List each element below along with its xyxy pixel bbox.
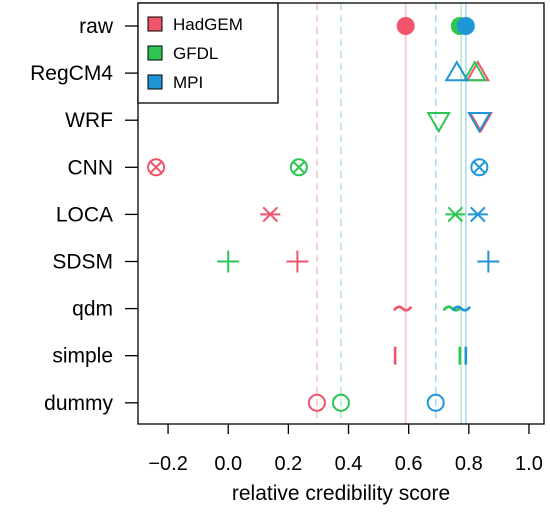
marker-mpi-wrf: [467, 112, 492, 134]
y-tick-label-loca: LOCA: [56, 203, 113, 226]
marker-hadgem-raw: [396, 17, 415, 35]
marker-mpi-sdsm: [477, 250, 500, 273]
marker-gfdl-sdsm: [217, 250, 240, 273]
x-tick-label: 0.2: [274, 453, 302, 475]
x-axis-title: relative credibility score: [232, 482, 450, 505]
legend-entry-gfdl: GFDL: [147, 44, 218, 63]
marker-shape: [393, 305, 412, 312]
legend-swatch: [147, 45, 163, 61]
marker-shape: [470, 158, 489, 177]
marker-stroke: [262, 206, 279, 223]
x-tick-label: 1.0: [515, 453, 543, 475]
marker-gfdl-wrf: [426, 112, 451, 134]
marker-shape: [444, 60, 469, 82]
marker-stroke: [149, 160, 163, 174]
legend-entries: HadGEM GFDL MPI: [147, 15, 243, 92]
marker-stroke: [447, 206, 464, 223]
plot-frame: [137, 2, 545, 425]
marker-stroke: [470, 206, 486, 223]
marker-shape: [426, 112, 451, 134]
x-tick-label: −0.2: [148, 453, 187, 475]
y-tick-label-dummy: dummy: [44, 392, 113, 415]
marker-shape: [426, 393, 445, 412]
marker-shape: [332, 393, 350, 412]
marker-shape: [147, 158, 166, 177]
marker-shape: [307, 393, 326, 412]
x-tick-label: 0.0: [214, 453, 242, 475]
marker-hadgem-sdsm: [286, 250, 309, 273]
x-tick-label: 0.4: [335, 453, 363, 475]
marker-hadgem-cnn: [147, 158, 166, 177]
marker-hadgem-loca: [260, 206, 281, 223]
marker-shape: [456, 17, 475, 35]
y-tick-label-qdm: qdm: [72, 298, 113, 321]
marker-gfdl-loca: [445, 206, 466, 223]
y-tick-label-raw: raw: [79, 15, 114, 38]
legend-label: GFDL: [173, 44, 218, 63]
x-tick-label: 0.6: [395, 453, 423, 475]
marker-mpi-loca: [467, 206, 488, 223]
marker-hadgem-dummy: [307, 393, 326, 412]
x-tick-label: 0.8: [455, 453, 483, 475]
marker-gfdl-regcm4: [462, 60, 488, 82]
marker-gfdl-dummy: [332, 393, 350, 412]
x-axis-ticks: −0.2 0.0 0.2 0.4 0.6 0.8 1.0: [148, 424, 543, 475]
marker-stroke: [472, 160, 486, 174]
marker-gfdl-qdm: [442, 305, 462, 312]
marker-mpi-cnn: [470, 158, 489, 177]
reference-lines: [316, 3, 467, 424]
legend-entry-hadgem: HadGEM: [147, 15, 243, 34]
y-tick-label-regcm4: RegCM4: [30, 62, 113, 85]
legend-swatch: [147, 74, 163, 90]
legend-label: HadGEM: [173, 15, 243, 34]
marker-shape: [442, 305, 462, 312]
y-tick-label-simple: simple: [52, 345, 113, 368]
marker-shape: [467, 112, 492, 134]
marker-hadgem-qdm: [393, 305, 412, 312]
y-tick-label-wrf: WRF: [65, 109, 113, 132]
marker-shape: [462, 60, 488, 82]
legend-label: MPI: [173, 73, 203, 92]
marker-mpi-regcm4: [444, 60, 469, 82]
marker-stroke: [292, 160, 306, 174]
y-tick-label-sdsm: SDSM: [52, 251, 113, 274]
marker-shape: [289, 158, 308, 177]
marker-mpi-dummy: [426, 393, 445, 412]
marker-gfdl-cnn: [289, 158, 308, 177]
marker-mpi-qdm: [451, 305, 471, 312]
legend-swatch: [147, 16, 163, 32]
y-category-axis: raw RegCM4 WRF CNN LOCA SDSM qdm simple dummy: [30, 15, 138, 415]
marker-shape: [451, 305, 471, 312]
legend-entry-mpi: MPI: [147, 73, 203, 92]
data-markers: [147, 17, 500, 412]
marker-shape: [396, 17, 415, 35]
y-tick-label-cnn: CNN: [68, 156, 114, 179]
marker-mpi-raw: [456, 17, 475, 35]
legend: HadGEM GFDL MPI: [137, 2, 279, 104]
